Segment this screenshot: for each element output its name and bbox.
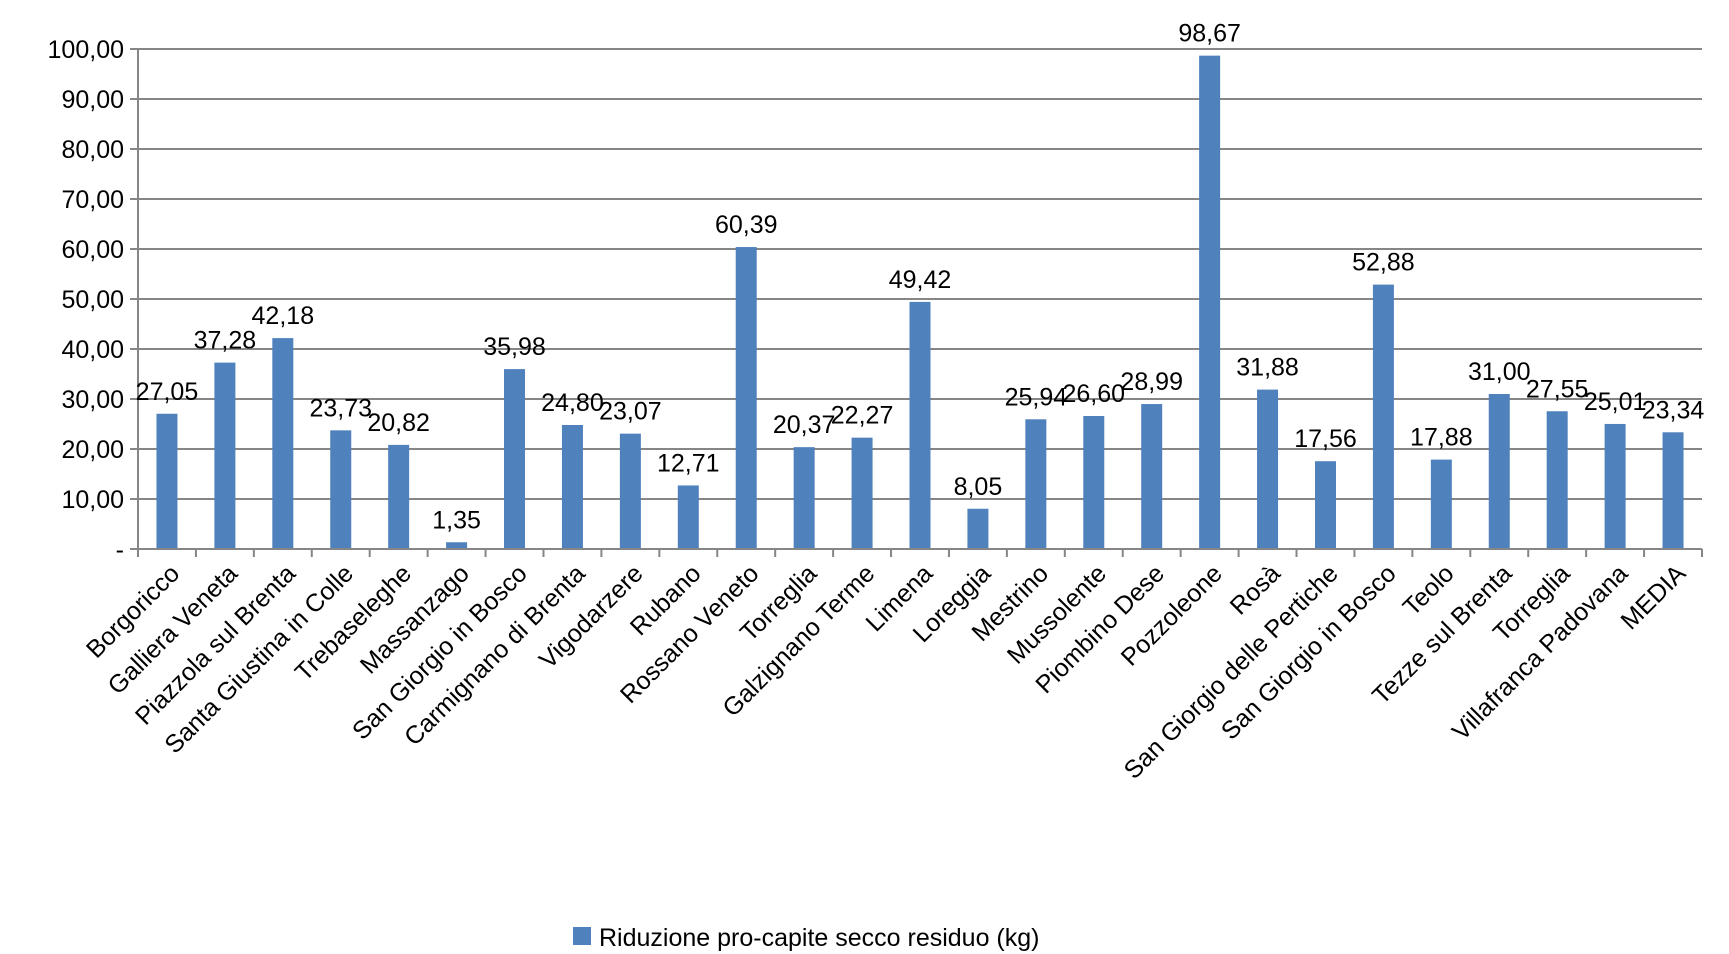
data-label: 98,67 — [1178, 20, 1241, 48]
data-label: 20,37 — [773, 411, 836, 439]
data-label: 28,99 — [1120, 368, 1183, 396]
bar — [1199, 55, 1221, 550]
bar — [967, 508, 989, 549]
y-tick-label: 100,00 — [48, 36, 124, 64]
bar — [793, 447, 815, 549]
data-label: 49,42 — [889, 266, 952, 294]
bar — [272, 338, 294, 549]
y-tick-label: 80,00 — [61, 136, 124, 164]
bar — [909, 301, 931, 549]
bar — [851, 437, 873, 549]
bar — [1083, 416, 1105, 549]
bar — [504, 369, 526, 549]
y-axis-ticks: - 10,00 20,00 30,00 40,00 50,00 60,00 70,00 80,0… — [48, 36, 138, 564]
bar — [735, 247, 757, 550]
y-tick-label: 70,00 — [61, 186, 124, 214]
data-label: 31,88 — [1236, 354, 1299, 382]
bar — [156, 413, 178, 549]
legend: Riduzione pro-capite secco residuo (kg) — [573, 924, 1040, 952]
bar — [1488, 394, 1510, 549]
data-label: 23,34 — [1642, 396, 1705, 424]
data-label: 25,94 — [1005, 383, 1068, 411]
y-tick-label: 20,00 — [61, 436, 124, 464]
bar — [1257, 389, 1279, 549]
y-tick-label: 30,00 — [61, 386, 124, 414]
bars — [156, 55, 1684, 550]
y-tick-label: 50,00 — [61, 286, 124, 314]
bar — [1430, 459, 1452, 549]
y-tick-label: 10,00 — [61, 486, 124, 514]
bar — [1546, 411, 1568, 549]
y-tick-label: - — [116, 536, 124, 564]
bar — [1372, 284, 1394, 549]
data-labels: 27,0537,2842,1823,7320,821,3535,9824,802… — [136, 20, 1705, 535]
data-label: 42,18 — [252, 302, 315, 330]
bar — [677, 485, 699, 549]
data-label: 8,05 — [954, 473, 1003, 501]
data-label: 12,71 — [657, 449, 720, 477]
data-label: 1,35 — [432, 506, 481, 534]
data-label: 22,27 — [831, 402, 894, 430]
data-label: 23,73 — [309, 394, 372, 422]
data-label: 17,88 — [1410, 424, 1473, 452]
data-label: 23,07 — [599, 398, 662, 426]
data-label: 24,80 — [541, 389, 604, 417]
bar — [214, 362, 236, 549]
bar — [1141, 404, 1163, 549]
category-label: MEDIA — [1615, 559, 1691, 635]
bar — [1314, 461, 1336, 549]
data-label: 35,98 — [483, 333, 546, 361]
axes — [137, 49, 1703, 557]
y-tick-label: 90,00 — [61, 86, 124, 114]
legend-swatch — [573, 927, 591, 945]
bar — [1662, 432, 1684, 549]
legend-label: Riduzione pro-capite secco residuo (kg) — [599, 924, 1040, 952]
bar — [561, 425, 583, 549]
bar — [388, 444, 410, 549]
bar — [1025, 419, 1047, 549]
y-tick-label: 40,00 — [61, 336, 124, 364]
data-label: 26,60 — [1062, 380, 1125, 408]
data-label: 17,56 — [1294, 425, 1357, 453]
data-label: 60,39 — [715, 211, 778, 239]
data-label: 52,88 — [1352, 249, 1415, 277]
bar — [330, 430, 352, 549]
bar — [619, 433, 641, 549]
data-label: 37,28 — [194, 327, 257, 355]
y-tick-label: 60,00 — [61, 236, 124, 264]
data-label: 27,55 — [1526, 375, 1589, 403]
data-label: 20,82 — [367, 409, 430, 437]
data-label: 27,05 — [136, 378, 199, 406]
data-label: 25,01 — [1584, 388, 1647, 416]
bar — [446, 542, 468, 549]
bar — [1604, 423, 1626, 549]
data-label: 31,00 — [1468, 358, 1531, 386]
